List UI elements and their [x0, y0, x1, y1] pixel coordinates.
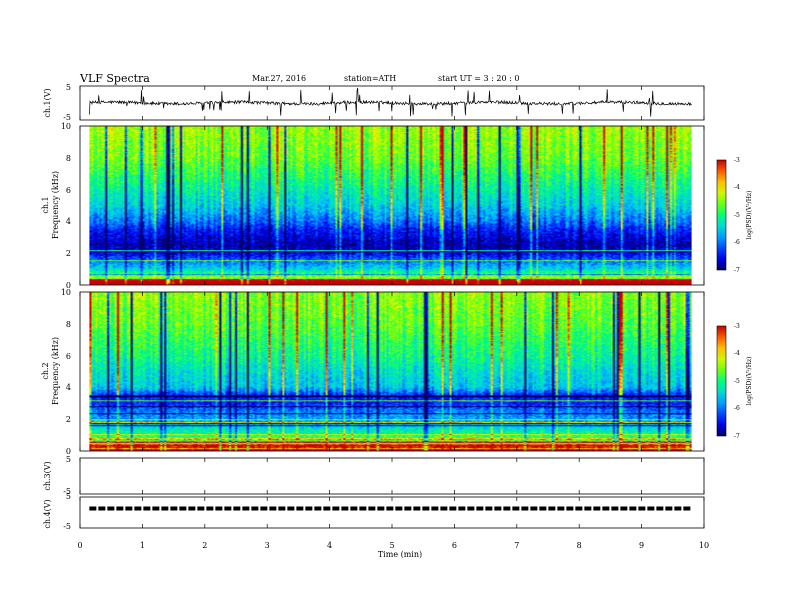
ch1-spec-ylabel-freq: Frequency (kHz)	[51, 171, 60, 239]
cb1-tick-m6: -6	[734, 239, 740, 246]
x-tick-label-3: 3	[265, 541, 270, 550]
ch3-wave-frame	[79, 457, 705, 495]
x-tick-label-6: 6	[452, 541, 457, 550]
ch3-wave-ylabel: ch.3(V)	[43, 461, 52, 490]
ch4-ytick-top: 5	[66, 492, 71, 501]
x-tick-label-5: 5	[389, 541, 394, 550]
x-tick-label-10: 10	[699, 541, 709, 550]
x-tick-label-1: 1	[140, 541, 145, 550]
ch1-spec-ytick-10: 10	[61, 122, 71, 131]
figure-title: VLF Spectra	[79, 72, 150, 85]
ch2-spec-ytick-10: 10	[61, 288, 71, 297]
ch2-spec-ytick-2: 2	[66, 415, 71, 424]
cb2-tick-m5: -5	[734, 378, 740, 385]
ch1-spec-yticks: 0 2 4 6 8 10	[61, 122, 71, 290]
ch1-spec-ylabel-channel: ch.1	[41, 196, 50, 213]
ch1-wave-ylabel: ch.1(V)	[43, 88, 52, 117]
ch1-ytick-top: 5	[66, 83, 71, 92]
ch3-ytick-bottom: -5	[63, 487, 71, 496]
x-tick-label-7: 7	[514, 541, 519, 550]
ch3-ytick-top: 5	[66, 455, 71, 464]
ch1-spectrogram-image	[89, 126, 692, 285]
ch1-colorbar-frame	[716, 159, 727, 271]
cb1-tick-m3: -3	[734, 157, 740, 164]
cb2-tick-m6: -6	[734, 405, 740, 412]
ch2-spec-ytick-8: 8	[66, 320, 71, 329]
panel-ch2-spectrogram: 0 2 4 6 8 10 ch.2 Frequency (kHz) -3 -4 …	[41, 288, 753, 456]
ch2-spec-ytick-6: 6	[66, 352, 71, 361]
ch1-colorbar	[717, 160, 726, 270]
x-tick-label-9: 9	[639, 541, 644, 550]
cb2-tick-m7: -7	[734, 433, 740, 440]
cb2-label: log(PSD)(V²/Hz)	[746, 357, 753, 406]
panel-ch3-waveform: 5 -5 ch.3(V)	[43, 455, 705, 496]
cb1-label: log(PSD)(V²/Hz)	[746, 191, 753, 240]
cb1-tick-m7: -7	[734, 267, 740, 274]
ch1-spec-ytick-2: 2	[66, 249, 71, 258]
x-axis-label: Time (min)	[378, 550, 422, 559]
ch2-spectrogram-image	[89, 292, 692, 451]
ch2-spec-ylabel-freq: Frequency (kHz)	[51, 337, 60, 405]
ch1-spec-ytick-8: 8	[66, 154, 71, 163]
ch1-waveform-line	[89, 87, 692, 117]
start-time-label: start UT = 3 : 20 : 0	[438, 74, 519, 83]
ch2-colorbar-frame	[716, 325, 727, 437]
x-tick-label-8: 8	[577, 541, 582, 550]
panel-ch1-spectrogram: 0 2 4 6 8 10 ch.1 Frequency (kHz) -3 -4 …	[41, 122, 753, 290]
x-tick-label-0: 0	[77, 541, 82, 550]
ch1-ytick-bottom: -5	[63, 113, 71, 122]
cb1-tick-m5: -5	[734, 212, 740, 219]
date-label: Mar.27, 2016	[252, 74, 306, 83]
x-tick-label-4: 4	[327, 541, 332, 550]
ch1-spec-ytick-6: 6	[66, 186, 71, 195]
ch1-spec-ytick-0: 0	[66, 281, 71, 290]
x-axis-ticks: 0 1 2 3 4 5 6 7 8 9 10	[77, 86, 709, 550]
ch2-spec-ylabel-channel: ch.2	[41, 362, 50, 379]
ch2-colorbar	[717, 326, 726, 436]
panel-ch1-waveform: 5 -5 ch.1(V)	[43, 83, 705, 122]
cb2-tick-m3: -3	[734, 323, 740, 330]
ch2-spec-ytick-0: 0	[66, 447, 71, 456]
station-label: station=ATH	[344, 74, 396, 83]
ch4-ytick-bottom: -5	[63, 522, 71, 531]
ch4-wave-ylabel: ch.4(V)	[43, 499, 52, 528]
cb2-tick-m4: -4	[734, 350, 740, 357]
ch2-spec-ytick-4: 4	[66, 383, 71, 392]
x-tick-label-2: 2	[202, 541, 207, 550]
ch1-spec-ytick-4: 4	[66, 217, 71, 226]
ch4-wave-frame	[79, 496, 705, 529]
cb1-tick-m4: -4	[734, 184, 740, 191]
